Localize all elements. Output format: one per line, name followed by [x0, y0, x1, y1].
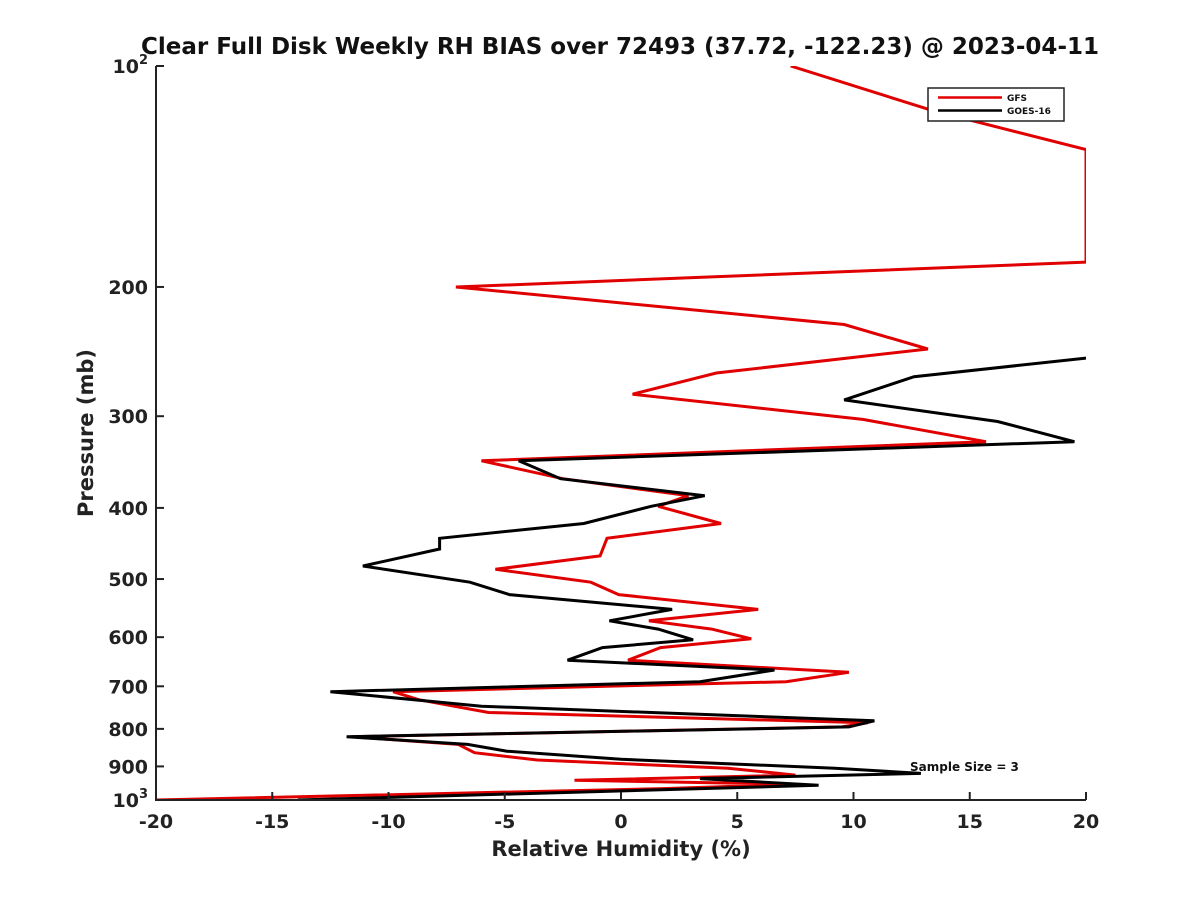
y-axis-label: Pressure (mb) — [74, 349, 98, 517]
y-tick-label: 800 — [108, 719, 148, 741]
y-tick-label: 700 — [108, 676, 148, 698]
x-tick-label: 0 — [614, 811, 627, 833]
series-line-gfs — [156, 66, 1086, 800]
plot-area: -20 -15 -10 -5 0 5 10 15 20 102 200 300 400 500 600 70… — [108, 53, 1099, 833]
y-tick-label: 400 — [108, 498, 148, 520]
sample-size-annotation: Sample Size = 3 — [910, 760, 1019, 774]
y-tick-label: 900 — [108, 756, 148, 778]
x-axis-ticks: -20 -15 -10 -5 0 5 10 15 20 — [139, 792, 1099, 833]
x-axis-label: Relative Humidity (%) — [491, 837, 750, 861]
series-line-goes-16 — [297, 356, 1086, 800]
series-layer — [156, 66, 1086, 800]
y-tick-label: 600 — [108, 627, 148, 649]
chart-title: Clear Full Disk Weekly RH BIAS over 7249… — [141, 34, 1099, 60]
legend: GFS GOES-16 — [927, 87, 1065, 122]
y-tick-label: 103 — [113, 787, 149, 812]
x-tick-label: -5 — [494, 811, 515, 833]
x-tick-label: -20 — [139, 811, 173, 833]
x-tick-label: 10 — [840, 811, 866, 833]
legend-box — [927, 87, 1065, 122]
y-tick-label: 300 — [108, 406, 148, 428]
y-tick-label: 500 — [108, 569, 148, 591]
y-tick-label: 200 — [108, 277, 148, 299]
x-tick-label: 20 — [1073, 811, 1099, 833]
y-tick-label: 102 — [113, 53, 149, 78]
x-tick-label: 5 — [731, 811, 744, 833]
x-tick-label: -15 — [255, 811, 289, 833]
y-axis-ticks: 102 200 300 400 500 600 700 800 900 103 — [108, 53, 164, 812]
legend-entry-gfs: GFS — [1007, 94, 1027, 104]
axis-lines — [155, 66, 1086, 801]
x-tick-label: 15 — [957, 811, 983, 833]
legend-entry-goes-16: GOES-16 — [1007, 107, 1051, 117]
x-tick-label: -10 — [371, 811, 405, 833]
